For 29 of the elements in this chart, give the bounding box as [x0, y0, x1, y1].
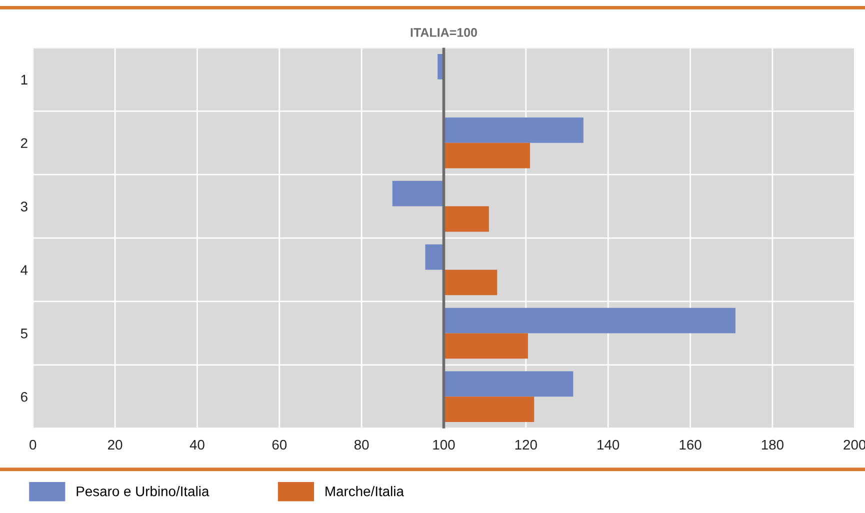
- ref-line-label: ITALIA=100: [410, 28, 477, 37]
- y-tick-label: 2: [20, 138, 28, 148]
- x-tick-label: 180: [762, 440, 784, 450]
- bar: [444, 308, 736, 334]
- bar: [425, 244, 444, 270]
- x-tick-label: 100: [433, 440, 455, 450]
- bar: [444, 396, 534, 422]
- bar: [444, 206, 489, 232]
- x-tick-label: 60: [272, 440, 287, 450]
- y-tick-label: 1: [21, 74, 28, 84]
- x-tick-label: 40: [190, 440, 204, 450]
- legend-label: Pesaro e Urbino/Italia: [76, 486, 210, 496]
- x-tick-label: 160: [680, 440, 702, 450]
- bar: [444, 371, 574, 397]
- bar: [444, 117, 584, 143]
- bar: [392, 180, 444, 206]
- x-tick-label: 20: [108, 440, 122, 450]
- y-tick-label: 6: [20, 392, 28, 402]
- x-tick-label: 80: [354, 440, 369, 450]
- legend-label: Marche/Italia: [326, 486, 404, 496]
- x-tick-label: 0: [30, 440, 36, 450]
- bar: [444, 142, 530, 168]
- x-tick-label: 120: [515, 440, 537, 450]
- x-tick-label: 140: [598, 440, 620, 450]
- y-tick-label: 3: [20, 202, 28, 212]
- bar: [444, 270, 498, 296]
- bar: [444, 333, 528, 359]
- y-tick-label: 5: [20, 328, 28, 338]
- y-tick-label: 4: [20, 265, 28, 275]
